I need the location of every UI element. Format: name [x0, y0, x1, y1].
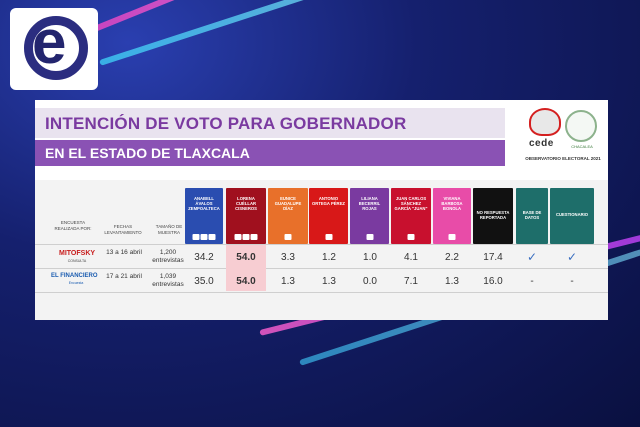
candidate-name: BASE DE DATOS: [522, 210, 542, 221]
candidate-name: EUNICE GUADALUPE DÍAZ: [274, 196, 302, 212]
title-bar: INTENCIÓN DE VOTO PARA GOBERNADOR: [35, 108, 505, 138]
vote-value: 54.0: [236, 252, 256, 263]
leader-highlight: [226, 245, 266, 291]
candidate-name: CUESTIONARIO: [555, 212, 589, 217]
header-no-response: NO RESPUESTA REPORTADA: [473, 188, 513, 244]
header-candidate-2: LORENA CUÉLLAR CISNEROS: [226, 188, 266, 244]
candidate-name: ANABELL ÁVALOS ZEMPOALTECA: [188, 196, 220, 212]
candidate-name: JUAN CARLOS SÁNCHEZ GARCÍA "JUAN": [394, 196, 428, 212]
database-check-icon[interactable]: ✓: [526, 250, 538, 264]
row-divider: [35, 292, 608, 293]
pollster-sub: Encuesta: [68, 281, 84, 285]
party-logos-icon: [192, 234, 216, 240]
slide-title: INTENCIÓN DE VOTO PARA GOBERNADOR: [45, 114, 407, 133]
header-candidate-1: ANABELL ÁVALOS ZEMPOALTECA: [185, 188, 223, 244]
light-streak: [58, 0, 414, 46]
candidate-name: ANTONIO ORTEGA PÉREZ: [312, 196, 345, 207]
questionnaire-check-icon[interactable]: ✓: [566, 250, 578, 264]
poll-table: ENCUESTA REALIZADA POR: FECHAS LEVANTAMI…: [35, 180, 608, 320]
header-pollster: ENCUESTA REALIZADA POR:: [54, 220, 92, 231]
pollster-logo: EL FINANCIERO: [51, 273, 98, 279]
vote-value: 1.3: [445, 276, 459, 287]
vote-value: 7.1: [404, 276, 418, 287]
logo-letter-e-icon: e: [32, 8, 67, 77]
sample-size: 1,039 entrevistas: [152, 273, 184, 288]
party-logo-icon: [407, 234, 415, 240]
org-caption: OBSERVATORIO ELECTORAL 2021: [525, 156, 601, 161]
party-logo-icon: [325, 234, 332, 240]
cede-eye-icon: [529, 108, 561, 136]
pollster-logo: MITOFSKY: [59, 250, 96, 257]
questionnaire-status: -: [570, 276, 574, 287]
vote-value: 1.0: [363, 252, 377, 263]
header-candidate-5: LILIANA BECERRIL ROJAS: [350, 188, 389, 244]
vote-value: 54.0: [236, 276, 256, 287]
logo-ring: [24, 16, 88, 80]
header-dates: FECHAS LEVANTAMIENTO: [104, 224, 142, 235]
slide-subtitle: EN EL ESTADO DE TLAXCALA: [45, 145, 250, 161]
vote-value: 1.3: [322, 276, 336, 287]
vote-value: 0.0: [363, 276, 377, 287]
header-database: BASE DE DATOS: [516, 188, 548, 244]
candidate-name: VIVIANA BARBOSA BONOLA: [441, 196, 463, 212]
vote-value: 35.0: [194, 276, 214, 287]
header-questionnaire: CUESTIONARIO: [550, 188, 594, 244]
subtitle-bar: EN EL ESTADO DE TLAXCALA: [35, 140, 505, 166]
header-candidate-7: VIVIANA BARBOSA BONOLA: [433, 188, 471, 244]
org-logos: cede CHACALEA OBSERVATORIO ELECTORAL 202…: [523, 106, 603, 168]
org-name: cede: [529, 138, 554, 149]
candidate-name: LILIANA BECERRIL ROJAS: [358, 196, 381, 212]
party-logo-icon: [366, 234, 373, 240]
vote-value: 4.1: [404, 252, 418, 263]
vote-value: 3.3: [281, 252, 295, 263]
header-candidate-3: EUNICE GUADALUPE DÍAZ: [268, 188, 308, 244]
row-divider: [35, 268, 608, 269]
vote-value: 2.2: [445, 252, 459, 263]
party-logo-icon: [284, 234, 292, 240]
party-logos-icon: [234, 234, 258, 240]
header-candidate-6: JUAN CARLOS SÁNCHEZ GARCÍA "JUAN": [391, 188, 431, 244]
vote-value: 16.0: [483, 276, 503, 287]
org-subname: CHACALEA: [571, 144, 593, 149]
header-candidate-4: ANTONIO ORTEGA PÉREZ: [309, 188, 348, 244]
candidate-name: NO RESPUESTA REPORTADA: [476, 210, 510, 221]
light-streak: [99, 0, 501, 66]
survey-dates: 17 a 21 abril: [106, 273, 142, 280]
row-divider: [35, 244, 608, 245]
vote-value: 1.2: [322, 252, 336, 263]
database-status: -: [530, 276, 534, 287]
party-logo-icon: [448, 234, 456, 240]
vote-value: 1.3: [281, 276, 295, 287]
sample-size: 1,200 entrevistas: [152, 249, 184, 264]
survey-dates: 13 a 16 abril: [106, 249, 142, 256]
pollster-sub: CONSULTA: [67, 259, 87, 263]
observatory-seal-icon: [565, 110, 597, 142]
poll-slide: INTENCIÓN DE VOTO PARA GOBERNADOR EN EL …: [35, 100, 608, 320]
site-logo[interactable]: e: [10, 8, 98, 90]
vote-value: 17.4: [483, 252, 503, 263]
vote-value: 34.2: [194, 252, 214, 263]
header-sample: TAMAÑO DE MUESTRA: [155, 224, 183, 235]
candidate-name: LORENA CUÉLLAR CISNEROS: [235, 196, 257, 212]
